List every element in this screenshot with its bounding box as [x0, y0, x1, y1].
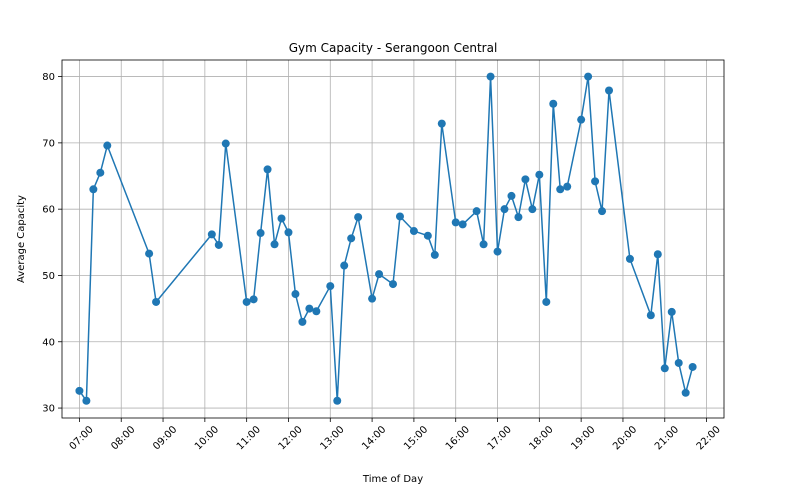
plot-frame: [61, 59, 725, 419]
data-point: [667, 307, 676, 316]
y-tick-label: 70: [42, 138, 55, 149]
data-point: [605, 86, 614, 95]
data-point: [674, 358, 683, 367]
y-tick-label: 40: [42, 337, 55, 348]
data-point: [646, 311, 655, 320]
data-point: [221, 139, 230, 148]
data-point: [368, 294, 377, 303]
data-point: [493, 247, 502, 256]
data-point: [207, 230, 216, 239]
data-point: [472, 207, 481, 216]
data-point: [340, 261, 349, 270]
data-point: [598, 207, 607, 216]
data-point: [458, 220, 467, 229]
data-point: [333, 396, 342, 405]
series-layer: [75, 72, 697, 405]
data-point: [89, 185, 98, 194]
y-axis: 30 40 50 60 70 80: [42, 72, 62, 415]
data-point: [375, 270, 384, 279]
data-point: [103, 141, 112, 150]
data-point: [521, 175, 530, 184]
data-point: [152, 297, 161, 306]
data-point: [305, 304, 314, 313]
data-point: [688, 362, 697, 371]
data-point: [277, 214, 286, 223]
data-point: [409, 227, 418, 236]
data-point: [423, 231, 432, 240]
y-axis-label: Average Capacity: [16, 195, 27, 283]
chart-title: Gym Capacity - Serangoon Central: [289, 41, 498, 55]
data-point: [542, 297, 551, 306]
data-point: [145, 249, 154, 258]
data-point: [96, 168, 105, 177]
data-point: [500, 205, 509, 214]
data-point: [256, 229, 265, 238]
data-point: [479, 240, 488, 249]
data-point: [354, 213, 363, 222]
data-point: [660, 364, 669, 373]
data-point: [584, 72, 593, 81]
data-point: [82, 396, 91, 405]
data-point: [556, 185, 565, 194]
data-point: [528, 205, 537, 214]
data-point: [347, 234, 356, 243]
data-point: [591, 177, 600, 186]
data-point: [326, 282, 335, 291]
data-point: [535, 170, 544, 179]
data-point: [577, 115, 586, 124]
data-point: [653, 250, 662, 259]
data-point: [389, 280, 397, 289]
y-tick-label: 60: [42, 205, 55, 216]
y-tick-label: 80: [42, 72, 55, 83]
data-point: [284, 228, 293, 237]
data-point: [312, 307, 321, 316]
data-point: [263, 165, 272, 174]
data-point: [625, 254, 634, 263]
data-point: [549, 99, 558, 108]
data-point: [437, 119, 446, 128]
x-axis-label: Time of Day: [362, 474, 423, 485]
data-point: [430, 250, 439, 259]
data-point: [507, 191, 516, 200]
data-point: [242, 297, 251, 306]
data-point: [514, 213, 523, 222]
grid: [62, 60, 724, 418]
y-tick-label: 30: [42, 404, 55, 415]
data-point: [451, 218, 460, 227]
data-point: [214, 240, 223, 249]
data-point: [291, 290, 300, 299]
data-point: [563, 182, 572, 191]
data-point: [75, 386, 84, 395]
data-point: [249, 295, 258, 304]
data-point: [681, 388, 690, 397]
data-point: [486, 72, 495, 81]
data-point: [298, 317, 307, 326]
y-tick-label: 50: [42, 271, 55, 282]
data-point: [270, 240, 279, 249]
data-point: [395, 212, 404, 221]
